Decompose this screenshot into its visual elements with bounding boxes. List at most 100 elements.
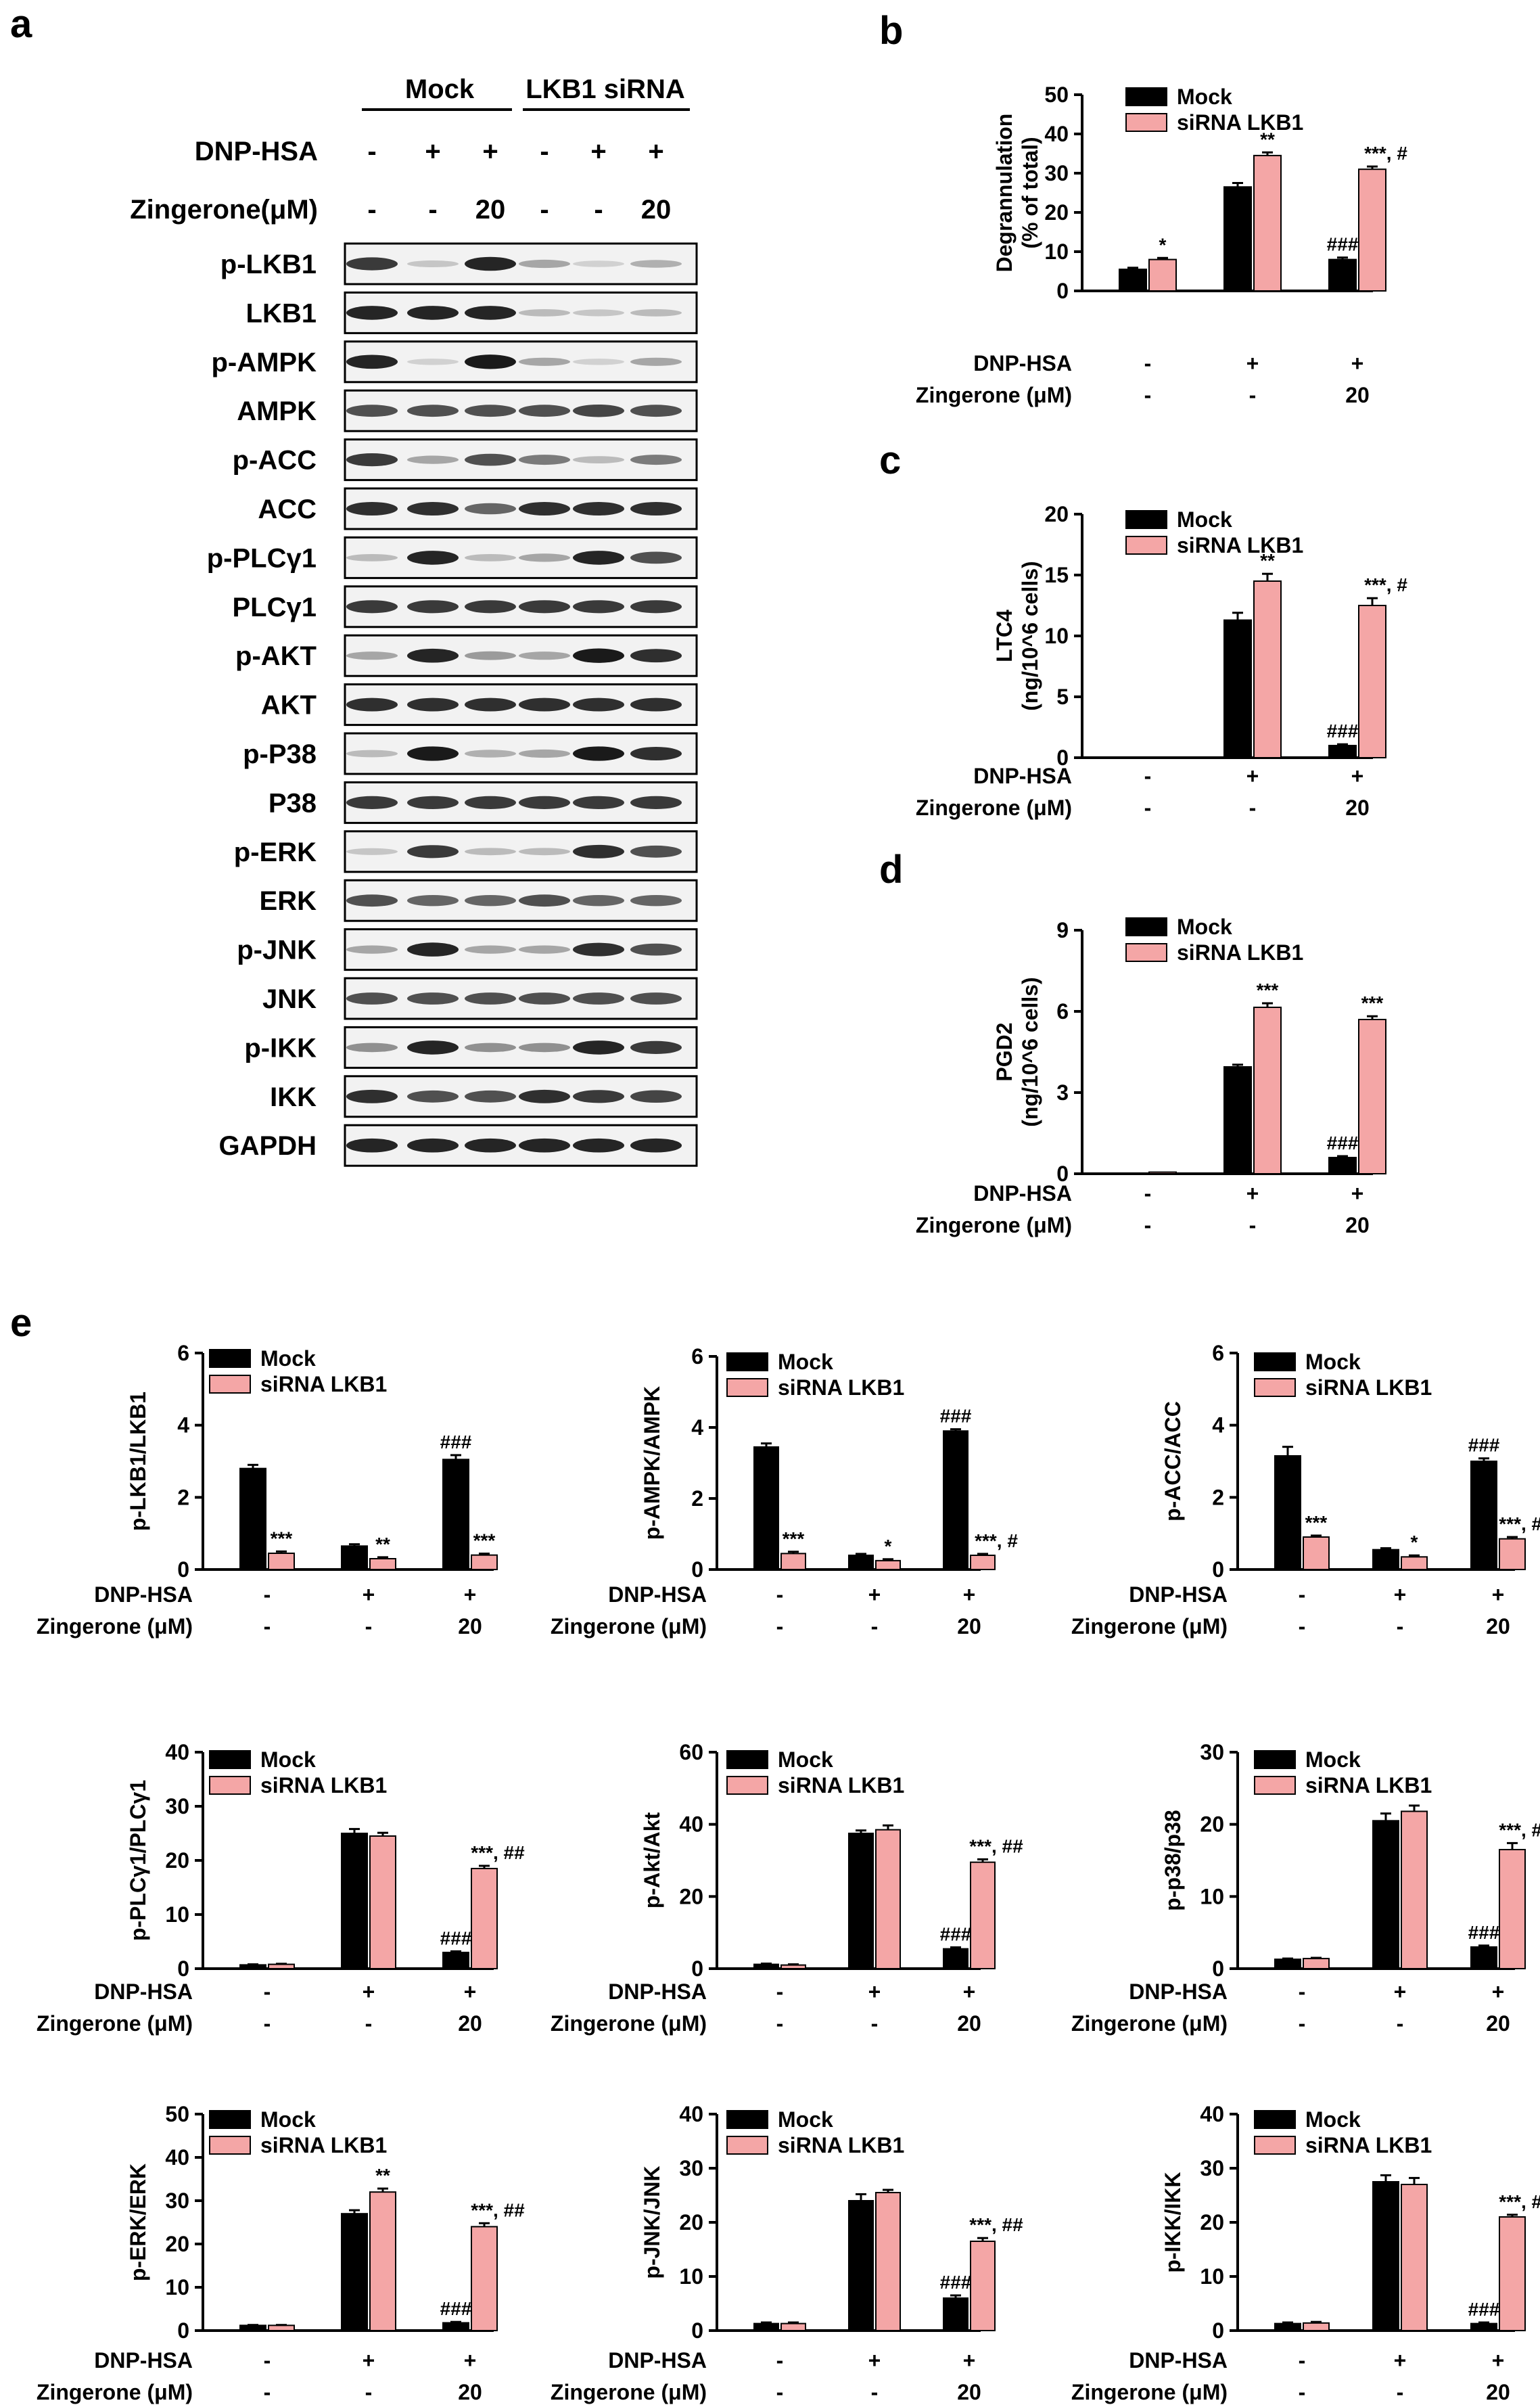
blot-band <box>465 750 516 758</box>
blot-band <box>573 992 624 1005</box>
blot-band <box>346 651 398 660</box>
chart-e4: 0 10 20 30 40 p-PLCγ1/PLCγ1 - - + - ### ***, ## +20 D… <box>37 1740 525 2036</box>
chart-e7: 0 10 20 30 40 50 p-ERK/ERK - - ** + - ### ***, ## +20 D… <box>37 2102 525 2404</box>
blot-band <box>519 1089 570 1103</box>
significance-label: ** <box>1260 550 1275 571</box>
significance-label: ***, ## <box>1499 1819 1540 1840</box>
y-tick-label: 30 <box>165 1794 189 1818</box>
chart-e5: 0 20 40 60 p-Akt/Akt - - + - ### ***, ## +20 DNP-HSA… <box>551 1740 1023 2036</box>
y-tick-label: 2 <box>691 1486 703 1511</box>
bar-sirna <box>1148 1171 1177 1174</box>
blot-band <box>573 1040 624 1055</box>
y-axis-label: Degrannulation <box>992 114 1017 273</box>
blot-band <box>407 648 459 663</box>
y-tick-label: 3 <box>1056 1080 1069 1105</box>
legend-swatch-mock <box>1254 1750 1296 1769</box>
y-tick-label: 10 <box>1200 2264 1224 2289</box>
zingerone-label: Zingerone (μM) <box>551 2011 707 2036</box>
zingerone-label: Zingerone (μM) <box>916 1213 1072 1237</box>
dnp-value: + <box>464 1979 477 2004</box>
y-tick-label: 9 <box>1056 918 1069 942</box>
blot-band <box>519 796 570 809</box>
zingerone-value: - <box>1299 1614 1306 1639</box>
dnp-value: - <box>264 1582 271 1607</box>
zingerone-value: - <box>871 2380 879 2404</box>
legend-swatch-sirna <box>1254 1378 1296 1397</box>
zingerone-value: - <box>264 1614 271 1639</box>
blot-band <box>407 551 459 565</box>
bar-sirna <box>1253 1007 1282 1174</box>
legend-label-sirna: siRNA LKB1 <box>1177 533 1303 557</box>
zingerone-value: - <box>1144 1213 1152 1237</box>
significance-label: *** <box>1361 992 1384 1013</box>
blot-band <box>407 746 459 761</box>
y-tick-label: 0 <box>1056 746 1069 770</box>
legend-label-mock: Mock <box>260 2107 316 2132</box>
y-axis-label: p-AMPK/AMPK <box>640 1386 664 1540</box>
legend-swatch-sirna <box>726 2136 768 2155</box>
bar-mock <box>1223 186 1252 292</box>
zingerone-value: - <box>1397 2011 1404 2036</box>
legend-swatch-sirna <box>209 2136 251 2155</box>
panel-letter-d: d <box>879 848 903 892</box>
significance-label: * <box>885 1536 892 1557</box>
y-tick-label: 10 <box>165 2275 189 2299</box>
bar-sirna <box>268 2324 295 2332</box>
dnp-label: DNP-HSA <box>973 1181 1072 1206</box>
blot-band <box>346 1138 398 1153</box>
dnp-label: DNP-HSA <box>973 764 1072 788</box>
y-tick-label: 4 <box>1212 1413 1224 1438</box>
chart-c: 0 5 10 15 20 LTC4 (ng/10^6 cells) - - ** + - ### ***,… <box>916 502 1407 820</box>
significance-label: ***, ## <box>471 2199 525 2220</box>
legend-label-sirna: siRNA LKB1 <box>778 2133 904 2157</box>
blot-band <box>346 848 398 855</box>
y-axis-label: p-p38/p38 <box>1161 1810 1185 1910</box>
zingerone-value: - <box>776 2011 784 2036</box>
blot-band <box>630 600 682 614</box>
significance-label: ** <box>375 1534 390 1555</box>
bar-mock <box>1119 269 1147 292</box>
dnp-label: DNP-HSA <box>1129 1582 1228 1607</box>
y-tick-label: 6 <box>1212 1341 1224 1365</box>
bar-mock <box>341 1545 368 1570</box>
blot-band <box>407 796 459 809</box>
blot-band <box>465 945 516 954</box>
chart-e1: 0 2 4 6 p-LKB1/LKB1 *** - - ** + - ### *** +20 DNP-HSA… <box>37 1341 498 1639</box>
blot-band <box>346 502 398 516</box>
y-tick-label: 2 <box>1212 1485 1224 1509</box>
blot-band <box>407 260 459 268</box>
blot-band <box>407 359 459 365</box>
blot-band <box>519 697 570 712</box>
y-tick-label: 60 <box>679 1740 703 1764</box>
panel-letter-b: b <box>879 9 903 53</box>
y-axis-label: PGD2 <box>992 1022 1017 1081</box>
bar-mock <box>1119 756 1147 758</box>
blot-band <box>346 354 398 369</box>
zingerone-value: - <box>365 2011 373 2036</box>
bar-mock <box>943 1430 969 1570</box>
bar-mock <box>1328 1157 1357 1174</box>
bar-sirna <box>1499 1538 1526 1571</box>
y-tick-label: 40 <box>679 1812 703 1837</box>
panel-letter-a: a <box>10 2 32 46</box>
significance-label: ### <box>1468 2299 1500 2320</box>
dnp-value: + <box>868 2348 881 2373</box>
legend-label-mock: Mock <box>260 1346 316 1371</box>
dnp-value: - <box>1144 764 1152 788</box>
blot-band <box>465 848 516 856</box>
blot-label-p-AKT: p-AKT <box>235 641 317 671</box>
legend-swatch-mock <box>1254 2110 1296 2129</box>
y-tick-label: 10 <box>1200 1884 1224 1908</box>
dnp-value: - <box>776 1582 784 1607</box>
blot-band <box>407 405 459 417</box>
y-tick-label: 40 <box>165 2145 189 2170</box>
bar-mock <box>442 1952 469 1969</box>
chart-e9: 0 10 20 30 40 p-IKK/IKK - - + - ### ***, ## +20 DNP-H… <box>1071 2102 1540 2404</box>
zingerone-value: - <box>1249 1213 1257 1237</box>
blot-band <box>346 750 398 758</box>
blot-zingerone-value: - <box>594 195 603 225</box>
significance-label: * <box>1159 234 1167 255</box>
zingerone-value: 20 <box>1345 1213 1370 1237</box>
y-tick-label: 20 <box>1044 502 1069 526</box>
significance-label: ***, # <box>1364 574 1407 595</box>
